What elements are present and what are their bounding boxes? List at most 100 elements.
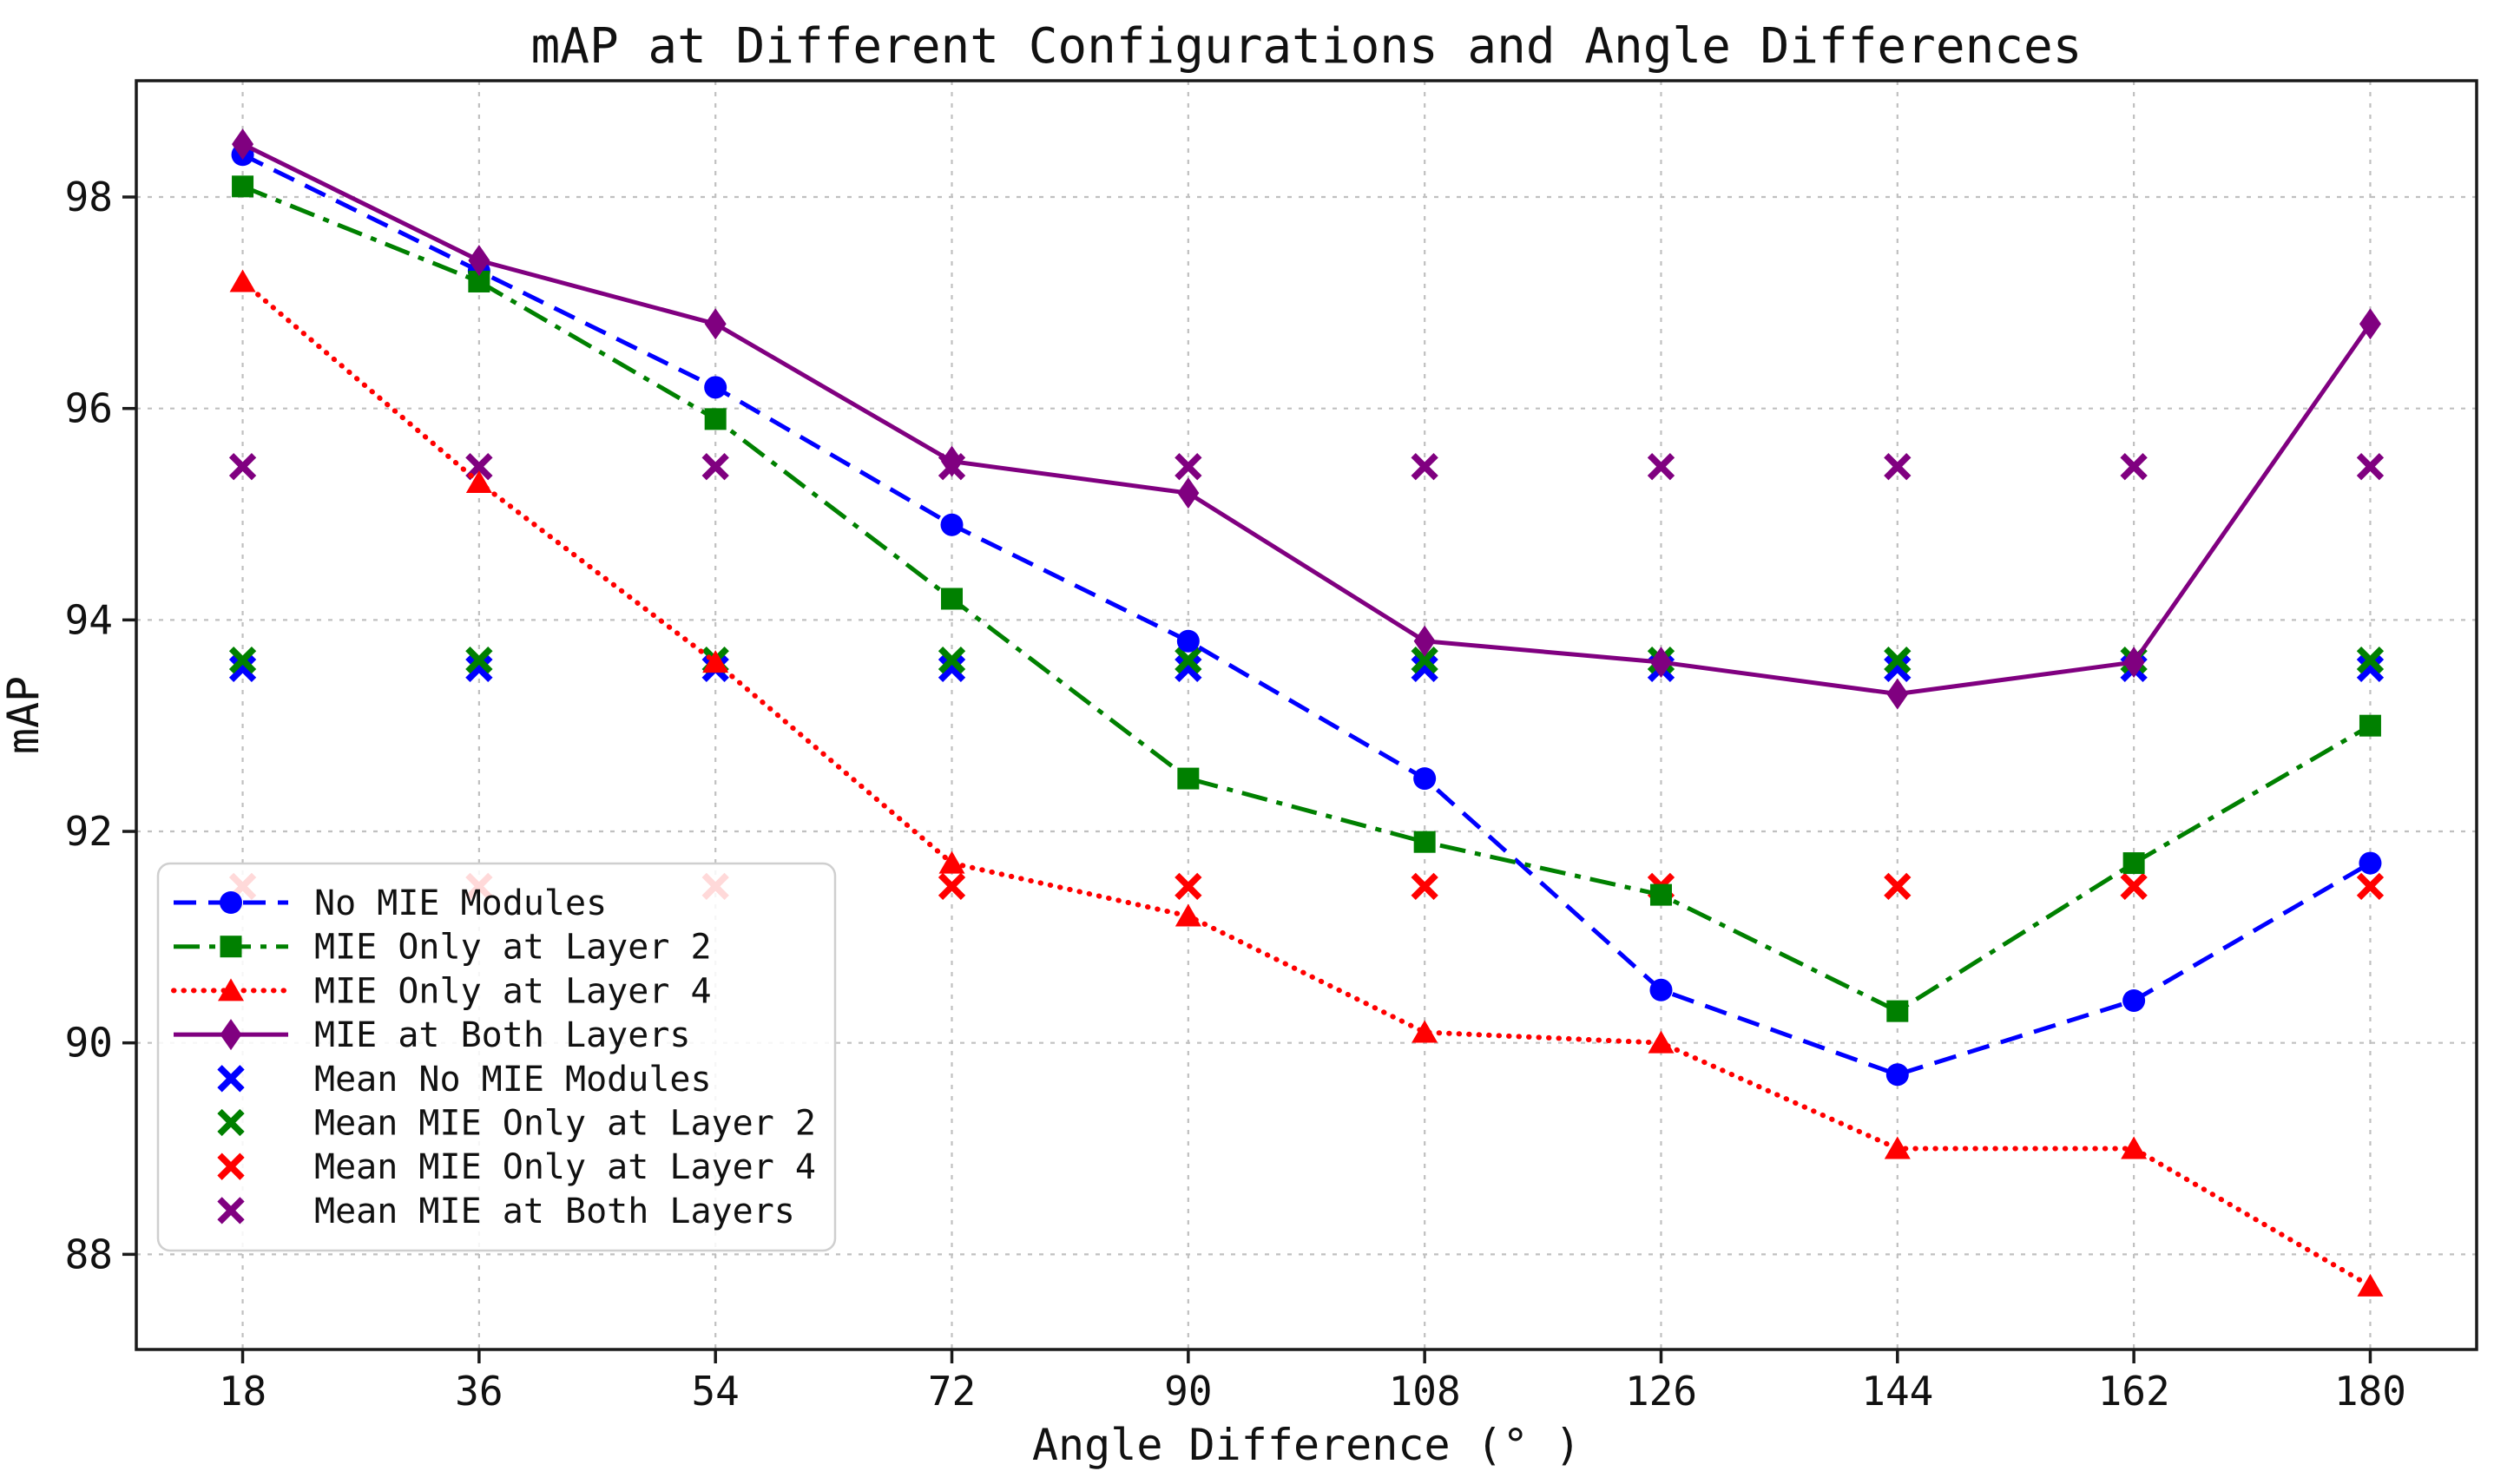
- series-line-no-mie-modules: [241, 153, 2372, 1077]
- data-point-mie-only-at-layer-4: [465, 469, 492, 493]
- legend-label: Mean MIE Only at Layer 4: [314, 1147, 816, 1187]
- y-tick-label: 92: [65, 808, 113, 855]
- mean-marker-mean-mie-only-at-layer-4: [1884, 872, 1912, 901]
- x-tick-label: 180: [2334, 1368, 2406, 1415]
- legend-marker-square-icon: [220, 936, 242, 958]
- x-tick-label: 90: [1164, 1368, 1212, 1415]
- data-point-no-mie-modules: [2122, 988, 2146, 1012]
- data-point-mie-at-both-layers: [1649, 647, 1672, 679]
- legend-label: MIE at Both Layers: [314, 1015, 690, 1055]
- mean-marker-mean-no-mie-modules: [465, 654, 493, 683]
- data-point-mie-at-both-layers: [1886, 678, 1909, 710]
- legend-label: Mean MIE Only at Layer 2: [314, 1104, 816, 1144]
- mean-marker-mean-mie-only-at-layer-2: [1411, 646, 1438, 674]
- y-tick-label: 98: [65, 174, 113, 220]
- legend-marker-x-icon: [217, 1152, 245, 1180]
- x-axis-label: Angle Difference (° ): [1032, 1420, 1581, 1470]
- data-point-mie-only-at-layer-4: [1884, 1136, 1911, 1159]
- mean-marker-mean-mie-only-at-layer-4: [1411, 872, 1438, 901]
- mean-marker-mean-no-mie-modules: [938, 654, 966, 683]
- mean-marker-mean-mie-only-at-layer-2: [228, 646, 257, 674]
- data-point-mie-at-both-layers: [2122, 647, 2145, 679]
- mean-marker-mean-mie-only-at-layer-2: [465, 646, 493, 674]
- y-tick-label: 94: [65, 596, 113, 643]
- data-point-mie-only-at-layer-2: [1649, 883, 1672, 906]
- data-point-no-mie-modules: [1413, 767, 1437, 791]
- data-point-mie-at-both-layers: [468, 245, 490, 277]
- data-point-mie-only-at-layer-2: [941, 588, 964, 610]
- plot-border: [135, 79, 2478, 1351]
- mean-marker-mean-mie-at-both-layers: [1647, 453, 1675, 481]
- legend-label: No MIE Modules: [314, 883, 607, 923]
- data-point-mie-only-at-layer-4: [938, 850, 965, 874]
- series-mie-at-both-layers: [232, 128, 2381, 710]
- x-tick-label: 36: [455, 1368, 503, 1415]
- data-point-mie-at-both-layers: [1177, 477, 1200, 509]
- mean-series-mean-no-mie-modules: [228, 654, 2385, 683]
- legend-box: [156, 862, 837, 1252]
- mean-marker-mean-mie-at-both-layers: [1175, 453, 1202, 481]
- data-point-mie-only-at-layer-4: [702, 650, 729, 673]
- y-axis-label: mAP: [0, 676, 49, 754]
- mean-marker-mean-mie-at-both-layers: [1411, 453, 1438, 481]
- mean-marker-mean-mie-at-both-layers: [228, 453, 257, 481]
- series-mie-only-at-layer-4: [229, 269, 2384, 1297]
- mean-marker-mean-mie-only-at-layer-2: [938, 646, 966, 674]
- x-tick-label: 144: [1861, 1368, 1933, 1415]
- axes-ticks: [122, 195, 2372, 1363]
- data-point-mie-only-at-layer-4: [229, 269, 256, 292]
- x-tick-label: 72: [928, 1368, 976, 1415]
- y-tick-label: 90: [65, 1020, 113, 1067]
- x-tick-label: 126: [1625, 1368, 1697, 1415]
- mean-marker-mean-no-mie-modules: [1884, 654, 1912, 683]
- mean-marker-mean-no-mie-modules: [228, 654, 257, 683]
- data-point-no-mie-modules: [1176, 629, 1200, 653]
- mean-marker-mean-no-mie-modules: [1175, 654, 1202, 683]
- mean-marker-mean-no-mie-modules: [1411, 654, 1438, 683]
- legend-marker-x-icon: [217, 1108, 245, 1137]
- legend-marker-circle-icon: [220, 891, 242, 914]
- mean-marker-mean-mie-only-at-layer-4: [1175, 872, 1202, 901]
- data-point-no-mie-modules: [940, 513, 964, 536]
- legend-marker-triangle-icon: [218, 978, 244, 1001]
- data-point-mie-at-both-layers: [232, 128, 254, 161]
- data-point-mie-only-at-layer-2: [1413, 831, 1436, 853]
- legend-entry-mie-only-at-layer-4: MIE Only at Layer 4: [171, 971, 712, 1011]
- x-tick-label: 18: [219, 1368, 267, 1415]
- data-point-mie-at-both-layers: [704, 308, 727, 340]
- legend-entry-mean-mie-only-at-layer-4: Mean MIE Only at Layer 4: [217, 1147, 816, 1187]
- x-tick-label: 108: [1389, 1368, 1461, 1415]
- data-point-mie-only-at-layer-2: [232, 175, 254, 198]
- data-point-mie-at-both-layers: [941, 445, 964, 477]
- data-point-no-mie-modules: [704, 376, 727, 399]
- series-line-mie-at-both-layers: [241, 141, 2372, 697]
- series-line-mie-only-at-layer-4: [240, 279, 2373, 1289]
- data-point-mie-only-at-layer-2: [2122, 852, 2145, 875]
- series-line-mie-only-at-layer-2: [241, 184, 2372, 1014]
- mean-marker-mean-no-mie-modules: [2356, 654, 2385, 683]
- data-point-no-mie-modules: [1885, 1063, 1909, 1087]
- y-tick-label: 88: [65, 1231, 113, 1277]
- x-tick-label: 162: [2098, 1368, 2170, 1415]
- data-point-no-mie-modules: [1649, 978, 1673, 1001]
- data-point-mie-only-at-layer-4: [2121, 1136, 2148, 1159]
- mean-marker-mean-mie-only-at-layer-4: [2120, 872, 2148, 901]
- legend-marker-x-icon: [217, 1065, 245, 1093]
- data-point-mie-only-at-layer-4: [1175, 903, 1201, 927]
- legend-label: MIE Only at Layer 4: [314, 971, 712, 1011]
- mean-marker-mean-mie-only-at-layer-2: [1884, 646, 1912, 674]
- mean-marker-mean-mie-only-at-layer-2: [1175, 646, 1202, 674]
- legend-entry-mie-only-at-layer-2: MIE Only at Layer 2: [174, 928, 712, 968]
- legend-label: Mean MIE at Both Layers: [314, 1192, 795, 1231]
- mean-marker-mean-mie-only-at-layer-2: [2356, 646, 2385, 674]
- data-point-mie-at-both-layers: [2359, 308, 2381, 340]
- data-point-mie-only-at-layer-4: [1648, 1030, 1675, 1054]
- data-point-mie-only-at-layer-2: [704, 408, 727, 430]
- mean-marker-mean-mie-only-at-layer-4: [938, 872, 966, 901]
- legend-entry-no-mie-modules: No MIE Modules: [174, 883, 607, 923]
- legend-entry-mean-mie-at-both-layers: Mean MIE at Both Layers: [217, 1192, 795, 1231]
- mean-marker-mean-mie-only-at-layer-4: [2356, 872, 2385, 901]
